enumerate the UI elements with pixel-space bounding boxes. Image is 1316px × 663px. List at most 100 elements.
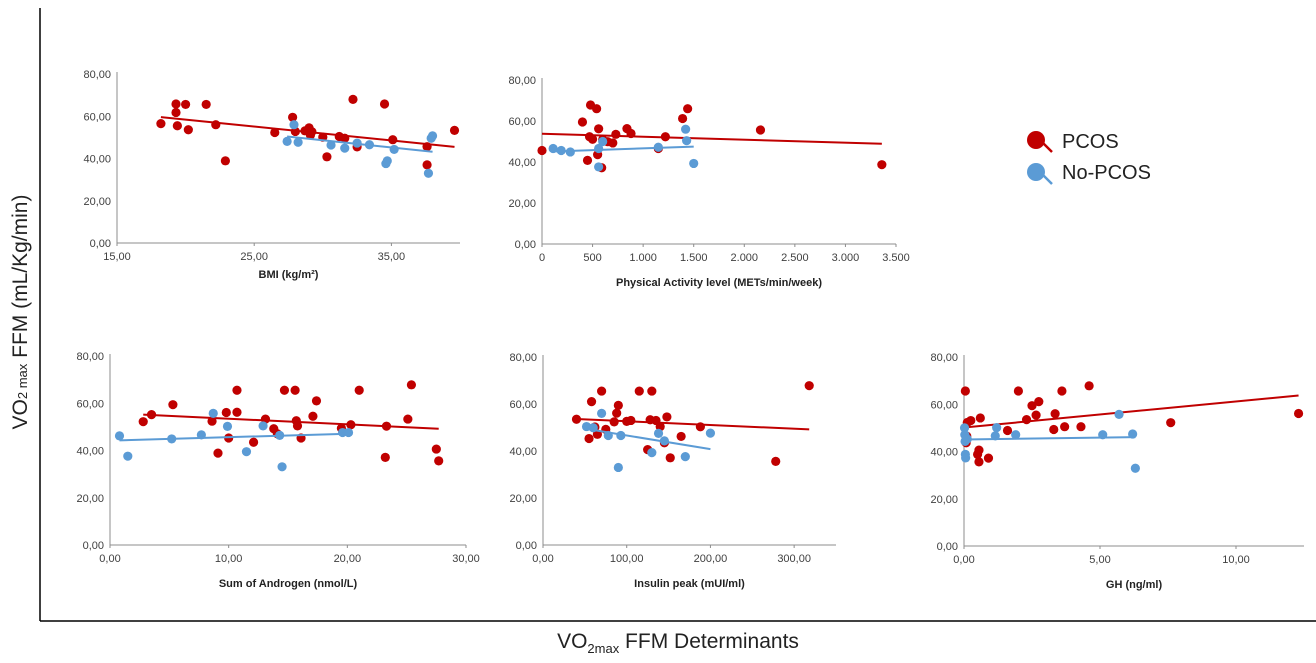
y-tick-label: 80,00: [509, 352, 537, 364]
data-point-pcos: [597, 386, 607, 396]
data-point-pcos: [380, 452, 390, 462]
legend-item-pcos: PCOS: [1027, 131, 1119, 153]
series-pcos: [156, 94, 460, 170]
data-point-pcos: [213, 448, 223, 458]
series-pcos: [960, 381, 1304, 467]
legend: PCOS No-PCOS: [1027, 131, 1151, 185]
data-point-no-pcos: [282, 136, 292, 146]
series-no-pcos: [581, 408, 716, 473]
figure-x-axis-title: VO2max FFM Determinants: [557, 630, 799, 656]
data-point-pcos: [676, 431, 686, 442]
data-point-pcos: [608, 138, 618, 148]
data-point-no-pcos: [613, 462, 623, 473]
y-tick-label: 40,00: [930, 447, 958, 459]
data-point-no-pcos: [705, 428, 716, 438]
data-point-pcos: [171, 107, 181, 118]
series-no-pcos: [959, 409, 1140, 473]
panel-physical-activity: 0,00 20,00 40,00 60,00 80,00 0 500 1.000 1.500 2.…: [508, 75, 909, 289]
x-tick-label: 25,00: [240, 251, 268, 263]
trendline-pcos: [965, 394, 1299, 429]
x-tick-label: 300,00: [777, 553, 811, 565]
data-point-pcos: [966, 415, 976, 426]
data-point-pcos: [537, 145, 547, 156]
y-tick-label: 60,00: [83, 111, 111, 123]
trendline-no-pcos: [119, 432, 349, 442]
data-point-pcos: [220, 156, 230, 166]
trendline-no-pcos: [287, 135, 433, 153]
y-tick-label: 20,00: [83, 196, 111, 208]
trendline-pcos: [143, 413, 439, 430]
x-tick-label: 1.500: [680, 252, 708, 264]
data-point-pcos: [755, 125, 766, 135]
y-tick-label: 0,00: [83, 540, 104, 552]
data-point-pcos: [290, 385, 300, 395]
y-tick-label: 40,00: [509, 446, 537, 458]
legend-no-pcos-marker: [1027, 163, 1045, 181]
data-point-no-pcos: [222, 421, 233, 432]
data-point-pcos: [1084, 381, 1094, 391]
series-pcos: [138, 380, 444, 466]
data-point-pcos: [577, 117, 588, 127]
data-point-pcos: [292, 421, 303, 431]
x-tick-label: 10,00: [215, 553, 243, 565]
data-point-pcos: [662, 412, 672, 422]
y-tick-label: 40,00: [76, 446, 104, 458]
data-point-pcos: [288, 112, 298, 122]
data-point-no-pcos: [114, 431, 125, 441]
data-point-no-pcos: [208, 408, 218, 419]
data-point-pcos: [613, 400, 623, 411]
data-point-no-pcos: [681, 124, 691, 134]
data-point-no-pcos: [123, 451, 133, 461]
legend-pcos-label: PCOS: [1062, 131, 1119, 153]
data-point-pcos: [183, 125, 193, 135]
data-point-pcos: [1034, 397, 1044, 407]
x-tick-label: 30,00: [452, 553, 480, 565]
x-tick-label: 3.500: [882, 252, 910, 264]
data-point-pcos: [354, 385, 364, 395]
data-point-no-pcos: [680, 452, 690, 462]
data-point-pcos: [677, 113, 688, 124]
data-point-pcos: [974, 445, 984, 455]
data-point-pcos: [403, 414, 413, 424]
data-point-pcos: [612, 408, 622, 418]
data-point-pcos: [1027, 401, 1037, 411]
data-point-pcos: [434, 456, 444, 466]
data-point-no-pcos: [343, 427, 354, 438]
y-tick-label: 40,00: [508, 157, 536, 169]
data-point-pcos: [171, 99, 181, 109]
data-point-no-pcos: [959, 423, 970, 433]
series-pcos: [571, 381, 814, 466]
data-point-pcos: [1002, 425, 1013, 436]
data-point-pcos: [201, 99, 211, 110]
data-point-pcos: [634, 386, 644, 396]
data-point-no-pcos: [427, 131, 438, 141]
panel-physical-activity-x-label: Physical Activity level (METs/min/week): [616, 277, 822, 289]
data-point-pcos: [270, 127, 280, 138]
data-point-pcos: [221, 407, 231, 418]
data-point-no-pcos: [289, 120, 299, 130]
data-point-no-pcos: [653, 428, 664, 438]
data-point-pcos: [626, 415, 636, 426]
series-no-pcos: [114, 408, 354, 472]
data-point-pcos: [406, 380, 417, 390]
data-point-no-pcos: [1114, 409, 1124, 420]
data-point-no-pcos: [689, 158, 699, 169]
data-point-pcos: [172, 121, 182, 131]
x-tick-label: 2.000: [731, 252, 759, 264]
data-point-pcos: [804, 381, 814, 391]
data-point-no-pcos: [1011, 430, 1021, 440]
trendline-no-pcos: [964, 436, 1136, 441]
data-point-pcos: [138, 417, 148, 427]
data-point-no-pcos: [647, 448, 657, 458]
data-point-pcos: [1031, 410, 1041, 420]
x-tick-label: 1.000: [629, 252, 657, 264]
x-tick-label: 20,00: [334, 553, 362, 565]
x-tick-label: 3.000: [832, 252, 860, 264]
y-tick-label: 0,00: [90, 238, 111, 250]
data-point-no-pcos: [598, 136, 608, 147]
y-tick-label: 60,00: [930, 399, 958, 411]
data-point-pcos: [1050, 409, 1060, 419]
data-point-pcos: [877, 160, 887, 170]
